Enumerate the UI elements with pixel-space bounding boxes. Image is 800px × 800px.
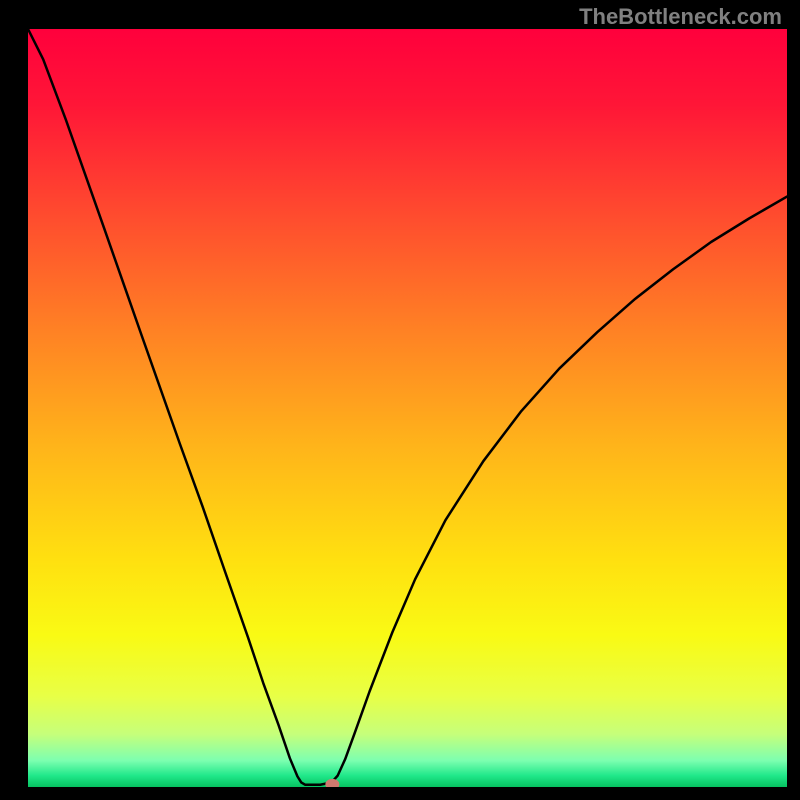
plot-area	[28, 29, 787, 787]
gradient-background	[28, 29, 787, 787]
chart-frame: TheBottleneck.com	[0, 0, 800, 800]
watermark-text: TheBottleneck.com	[579, 4, 782, 30]
minimum-marker	[326, 779, 339, 787]
plot-svg	[28, 29, 787, 787]
